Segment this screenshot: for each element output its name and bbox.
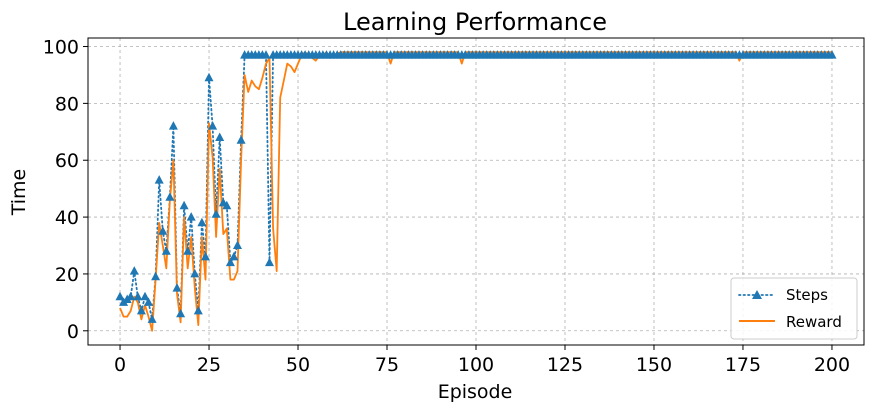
steps-point [161, 246, 171, 255]
steps-point [144, 297, 153, 306]
legend-reward-label: Reward [786, 313, 842, 331]
steps-point [222, 200, 232, 210]
steps-point [201, 251, 210, 261]
steps-point [136, 305, 146, 315]
steps-point [236, 135, 246, 144]
steps-point [115, 291, 125, 301]
steps-point [186, 212, 196, 221]
legend-box [730, 277, 858, 340]
steps-point [193, 305, 203, 315]
steps-point [151, 271, 161, 281]
steps-point [133, 291, 143, 301]
steps-point [179, 200, 189, 210]
legend-steps-label: Steps [786, 286, 828, 304]
steps-point [211, 209, 221, 218]
steps-point [225, 257, 235, 267]
series-layer [115, 50, 837, 332]
legend: Steps Reward [730, 277, 858, 340]
steps-point [176, 308, 186, 318]
steps-point [140, 291, 150, 301]
steps-point [129, 266, 139, 275]
steps-point [183, 246, 193, 255]
x-tick-label: 50 [286, 354, 310, 376]
y-tick-label: 80 [55, 93, 79, 115]
x-tick-label: 75 [375, 354, 399, 376]
steps-point [208, 121, 218, 130]
y-tick-label: 40 [55, 207, 79, 229]
y-tick-label: 0 [67, 321, 79, 343]
x-tick-label: 175 [725, 354, 761, 376]
x-tick-label: 125 [547, 354, 583, 376]
steps-point [165, 192, 175, 201]
x-tick-label: 0 [114, 354, 126, 376]
chart-title: Learning Performance [343, 8, 607, 36]
x-tick-label: 150 [636, 354, 672, 376]
steps-point [168, 121, 178, 130]
y-tick-label: 60 [55, 150, 79, 172]
steps-point [233, 240, 242, 249]
steps-point [147, 314, 157, 323]
y-tick-label: 100 [43, 37, 79, 59]
ticks: 0 25 50 75 100 125 150 175 200 0 20 40 60 80 100 [43, 37, 850, 376]
steps-point [158, 226, 168, 235]
x-tick-label: 100 [458, 354, 494, 376]
steps-point [172, 283, 182, 292]
steps-point [154, 175, 164, 184]
y-tick-label: 20 [55, 264, 79, 286]
x-tick-label: 200 [814, 354, 850, 376]
steps-point [229, 251, 239, 261]
x-axis-label: Episode [438, 381, 513, 403]
x-tick-label: 25 [197, 354, 221, 376]
steps-point [261, 50, 271, 59]
steps-point [126, 291, 136, 301]
steps-point [204, 72, 214, 82]
steps-point [827, 50, 837, 59]
y-axis-label: Time [8, 169, 30, 217]
steps-point [215, 132, 225, 141]
steps-point [190, 268, 200, 278]
steps-point [197, 217, 207, 227]
steps-point [265, 257, 274, 267]
legend-steps-marker [752, 290, 762, 299]
